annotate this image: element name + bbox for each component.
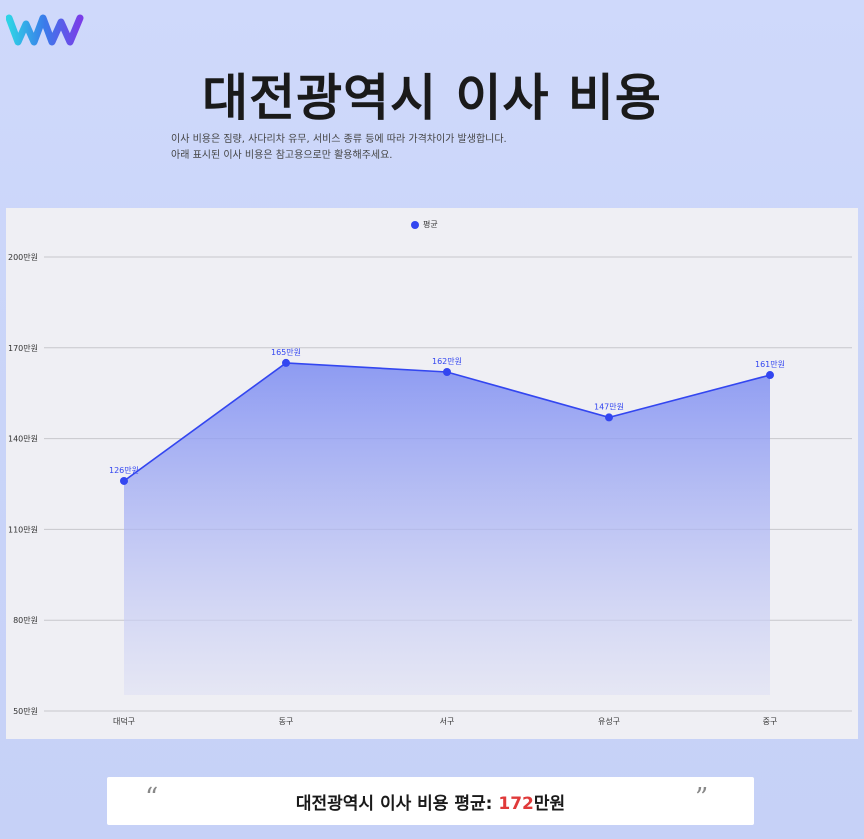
description: 이사 비용은 짐량, 사다리차 유무, 서비스 종류 등에 따라 가격차이가 발… [171, 132, 507, 164]
logo [6, 14, 84, 46]
page-title: 대전광역시 이사 비용 [202, 69, 662, 127]
data-label: 165만원 [271, 348, 301, 357]
average-value: 172 [498, 794, 534, 814]
chart-card: 50만원 80만원 110만원 140만원 170만원 200만원 대덕구 동구 서구 유성구 중… [6, 208, 858, 739]
x-tick-label: 유성구 [598, 717, 620, 726]
average-card: “ 대전광역시 이사 비용 평균: 172만원 ” [107, 777, 754, 825]
data-label: 161만원 [755, 360, 785, 369]
area-chart: 50만원 80만원 110만원 140만원 170만원 200만원 대덕구 동구 서구 유성구 중… [8, 253, 852, 726]
average-unit: 만원 [533, 794, 566, 814]
x-tick-label: 서구 [440, 717, 455, 726]
data-label: 147만원 [594, 402, 624, 411]
open-quote-icon: “ [145, 783, 159, 813]
y-tick-label: 80만원 [13, 616, 38, 625]
y-tick-label: 140만원 [8, 435, 38, 444]
data-label: 126만원 [109, 466, 139, 475]
y-tick-label: 50만원 [13, 707, 38, 716]
average-text: 대전광역시 이사 비용 평균: 172만원 [107, 789, 754, 814]
data-point[interactable] [605, 413, 613, 422]
y-tick-label: 200만원 [8, 253, 38, 262]
x-tick-label: 중구 [763, 717, 778, 726]
x-tick-label: 동구 [279, 717, 294, 726]
data-label: 162만원 [432, 357, 462, 366]
series-area [124, 362, 770, 695]
y-tick-label: 170만원 [8, 344, 38, 353]
x-tick-label: 대덕구 [113, 716, 135, 726]
data-point[interactable] [120, 476, 128, 485]
legend[interactable]: 평균 [411, 219, 438, 230]
data-point[interactable] [766, 371, 774, 380]
description-line: 이사 비용은 짐량, 사다리차 유무, 서비스 종류 등에 따라 가격차이가 발… [171, 134, 507, 145]
legend-dot-icon [411, 220, 419, 229]
legend-label: 평균 [423, 220, 438, 229]
data-point[interactable] [443, 368, 451, 377]
close-quote-icon: ” [695, 783, 709, 813]
data-point[interactable] [282, 358, 290, 367]
average-label: 대전광역시 이사 비용 평균: [295, 794, 499, 814]
description-line: 아래 표시된 이사 비용은 참고용으로만 활용해주세요. [171, 150, 393, 161]
y-tick-label: 110만원 [8, 525, 38, 534]
